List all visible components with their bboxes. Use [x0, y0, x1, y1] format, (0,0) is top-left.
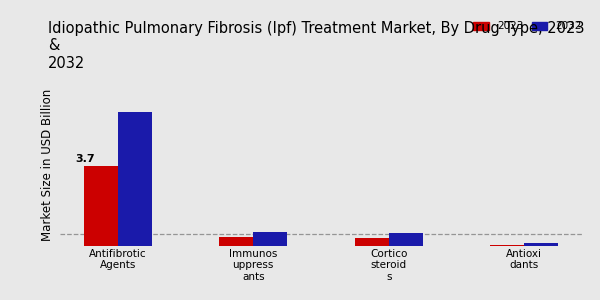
Bar [253, 232, 287, 246]
Legend: 2023, 2032: 2023, 2032 [473, 21, 582, 31]
Y-axis label: Market Size in USD Billion: Market Size in USD Billion [41, 89, 55, 241]
Bar [84, 166, 118, 246]
Bar [355, 238, 389, 246]
Bar [220, 237, 253, 246]
Bar [524, 242, 558, 246]
Bar [490, 245, 524, 246]
Text: 3.7: 3.7 [76, 154, 95, 164]
Text: Idiopathic Pulmonary Fibrosis (Ipf) Treatment Market, By Drug Type, 2023 &
2032: Idiopathic Pulmonary Fibrosis (Ipf) Trea… [48, 21, 584, 71]
Bar [389, 233, 422, 246]
Bar [118, 112, 152, 246]
